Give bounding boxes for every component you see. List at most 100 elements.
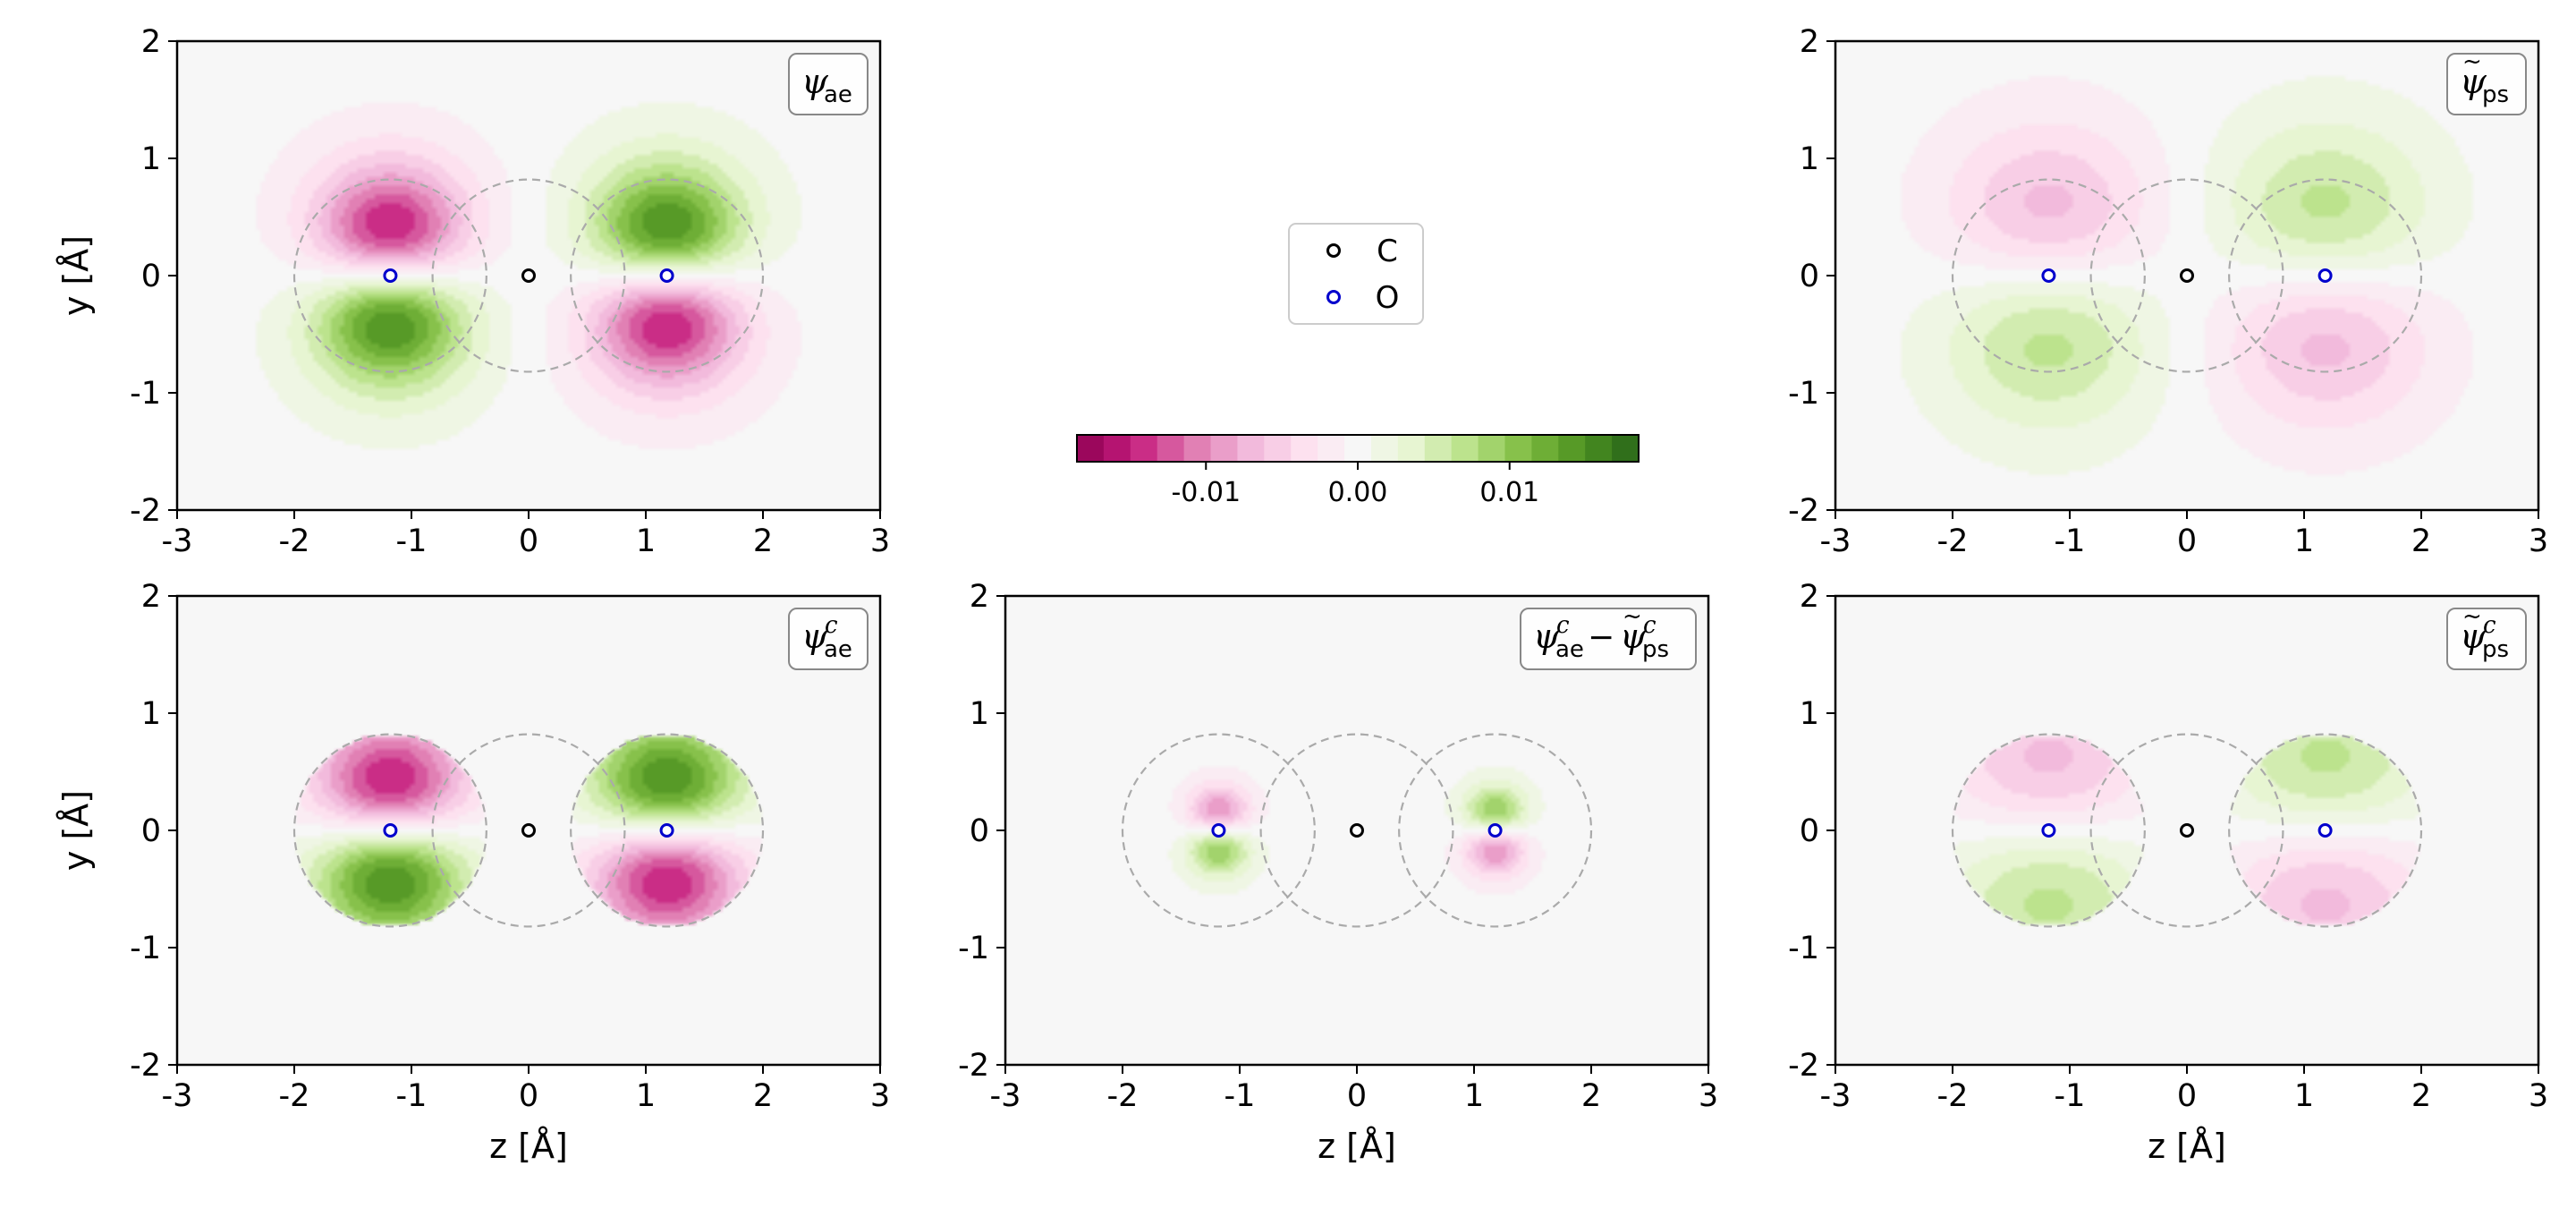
label-subscript: ps [1642,636,1669,663]
colorbar-tick-label: 0.01 [1479,477,1539,508]
x-axis-label: z [Å] [2148,1127,2226,1166]
y-tick-label: 1 [141,696,161,732]
x-tick-label: -1 [1224,1078,1256,1114]
colorbar-segment [1558,435,1586,462]
label-superscript: c [1643,612,1657,639]
y-tick-label: -1 [130,376,161,412]
atom-marker-O [2318,268,2333,283]
x-tick-label: -2 [279,1078,310,1114]
augmentation-sphere [292,178,487,373]
x-tick-label: 1 [2294,523,2314,559]
x-tick-label: -2 [1107,1078,1139,1114]
x-tick-label: -1 [2055,1078,2086,1114]
atom-marker-O [659,268,674,283]
label-subscript: ae [824,81,852,108]
colorbar-segment [1612,435,1640,462]
label-tilde: ~ [2462,48,2482,75]
augmentation-sphere [431,733,626,928]
atom-marker-O [2318,823,2333,838]
augmentation-sphere [1398,733,1593,928]
augmentation-sphere [292,733,487,928]
colorbar-segment [1585,435,1613,462]
label-symbol: ψ [1620,617,1648,656]
atom-marker-O [1487,823,1503,838]
y-axis-label: y [Å] [56,235,96,316]
x-tick-label: 0 [2177,1078,2197,1114]
atom-marker-O [2041,268,2056,283]
y-tick-label: 2 [141,24,161,60]
label-minus: − [1588,619,1614,656]
x-tick-label: -2 [1937,1078,1969,1114]
augmentation-sphere [1121,733,1316,928]
colorbar-segment [1451,435,1479,462]
y-tick-label: 1 [1800,696,1819,732]
colorbar-segment [1291,435,1318,462]
label-symbol: ψ [801,62,829,101]
colorbar-segment [1397,435,1426,462]
y-tick-label: -1 [958,931,989,966]
colorbar-segment [1504,435,1532,462]
x-tick-label: 3 [2529,1078,2548,1114]
augmentation-sphere [1259,733,1454,928]
y-tick-label: 2 [1800,579,1819,615]
augmentation-sphere [1951,733,2146,928]
colorbar: -0.01 0.00 0.01 [1076,434,1640,508]
colorbar-segment [1183,435,1212,462]
atom-marker-C [521,823,536,838]
panel-label-box [788,53,869,115]
x-axis-label: z [Å] [489,1127,568,1166]
x-axis-label: z [Å] [1318,1127,1396,1166]
colorbar-segment [1318,435,1345,462]
x-tick-label: -1 [396,523,428,559]
y-tick-label: 1 [141,141,161,177]
x-tick-label: -3 [1820,523,1852,559]
atom-marker-O [2041,823,2056,838]
atom-marker-C [2180,268,2194,283]
panel-label-box [788,608,869,670]
x-tick-label: 2 [2411,1078,2431,1114]
x-tick-label: -3 [990,1078,1021,1114]
label-symbol: ψ [801,617,829,656]
atom-marker-O [1211,823,1226,838]
y-tick-label: -1 [130,931,161,966]
legend-marker [1326,290,1341,304]
panel-label-box [2446,608,2527,670]
y-tick-label: -1 [1788,931,1819,966]
y-tick-label: 0 [141,259,161,294]
y-tick-label: 0 [1800,813,1819,849]
atom-marker-O [383,823,398,838]
x-tick-label: 3 [2529,523,2548,559]
label-subscript: ae [824,636,852,663]
x-tick-label: -1 [396,1078,428,1114]
y-tick-label: 2 [970,579,989,615]
y-tick-label: -2 [1788,1048,1819,1084]
x-tick-label: 3 [870,523,890,559]
colorbar-segment [1531,435,1559,462]
augmentation-sphere [2089,178,2284,373]
legend-label: O [1376,280,1400,316]
x-tick-label: 0 [519,1078,538,1114]
x-tick-label: -3 [1820,1078,1852,1114]
panel-label: ψ~ps [2446,48,2527,115]
y-tick-label: 2 [141,579,161,615]
panel-label: ψ~psc [2446,603,2527,670]
colorbar-tick-label: -0.01 [1171,477,1241,508]
y-tick-label: 0 [970,813,989,849]
label-symbol: ψ [1533,617,1561,656]
augmentation-sphere [431,178,626,373]
colorbar-segment [1210,435,1239,462]
label-symbol: ψ [2460,617,2487,656]
legend: CO [1288,223,1424,325]
colorbar-segment [1344,435,1372,462]
x-tick-label: 2 [753,523,773,559]
augmentation-sphere [2228,733,2423,928]
colorbar-segment [1478,435,1506,462]
colorbar-segment [1424,435,1453,462]
label-superscript: c [2483,612,2496,639]
x-tick-label: -3 [162,1078,193,1114]
